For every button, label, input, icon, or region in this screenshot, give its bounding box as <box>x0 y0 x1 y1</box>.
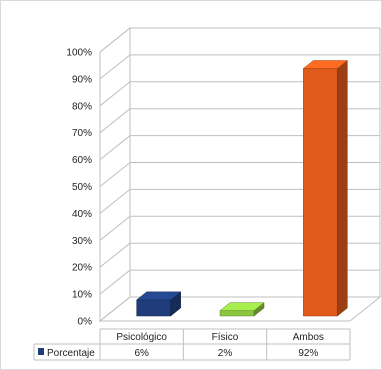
legend-swatch <box>38 348 44 355</box>
bar-layer <box>135 59 349 317</box>
gridline-diagonal <box>99 135 131 160</box>
bar-front <box>219 310 255 317</box>
y-tick-label: 20% <box>72 263 92 274</box>
bar-top <box>219 302 265 311</box>
y-tick-label: 90% <box>72 74 92 85</box>
gridline-diagonal <box>99 162 131 187</box>
gridline-diagonal <box>99 108 131 134</box>
y-tick-label: 80% <box>72 101 92 112</box>
y-tick-label: 10% <box>72 290 92 301</box>
bar-front <box>303 68 338 317</box>
gridline-diagonal <box>99 296 131 322</box>
legend-label: Porcentaje <box>47 348 95 359</box>
y-tick-label: 30% <box>72 236 92 247</box>
gridline-diagonal <box>99 54 131 80</box>
bar-físico <box>219 302 265 317</box>
data-table: Psicológico 6% Físico 2% Ambos 92% Porcentaje <box>33 328 351 361</box>
bar-ambos <box>302 59 349 317</box>
data-label: 2% <box>218 348 233 359</box>
category-label: Físico <box>212 332 239 343</box>
gridline-diagonal <box>99 242 131 268</box>
bar-front <box>136 299 171 317</box>
bar-top <box>135 291 182 301</box>
gridline-diagonal <box>99 215 131 241</box>
data-label: 6% <box>134 348 149 359</box>
y-tick-label: 50% <box>72 182 92 193</box>
category-label: Ambos <box>293 332 324 343</box>
bar-psicológico <box>135 291 182 317</box>
bar-side <box>337 59 348 317</box>
category-label: Psicológico <box>116 332 167 343</box>
y-tick-label: 100% <box>66 48 92 59</box>
gridline-diagonal <box>99 189 131 214</box>
y-tick-label: 0% <box>78 317 93 328</box>
gridline-diagonal <box>99 269 131 295</box>
y-tick-label: 40% <box>72 209 92 220</box>
bar-top <box>302 60 349 69</box>
gridline-diagonal <box>99 81 131 107</box>
y-tick-label: 70% <box>72 128 92 139</box>
gridline-diagonal <box>99 27 131 53</box>
y-tick-label: 60% <box>72 155 92 166</box>
data-label: 92% <box>298 348 318 359</box>
